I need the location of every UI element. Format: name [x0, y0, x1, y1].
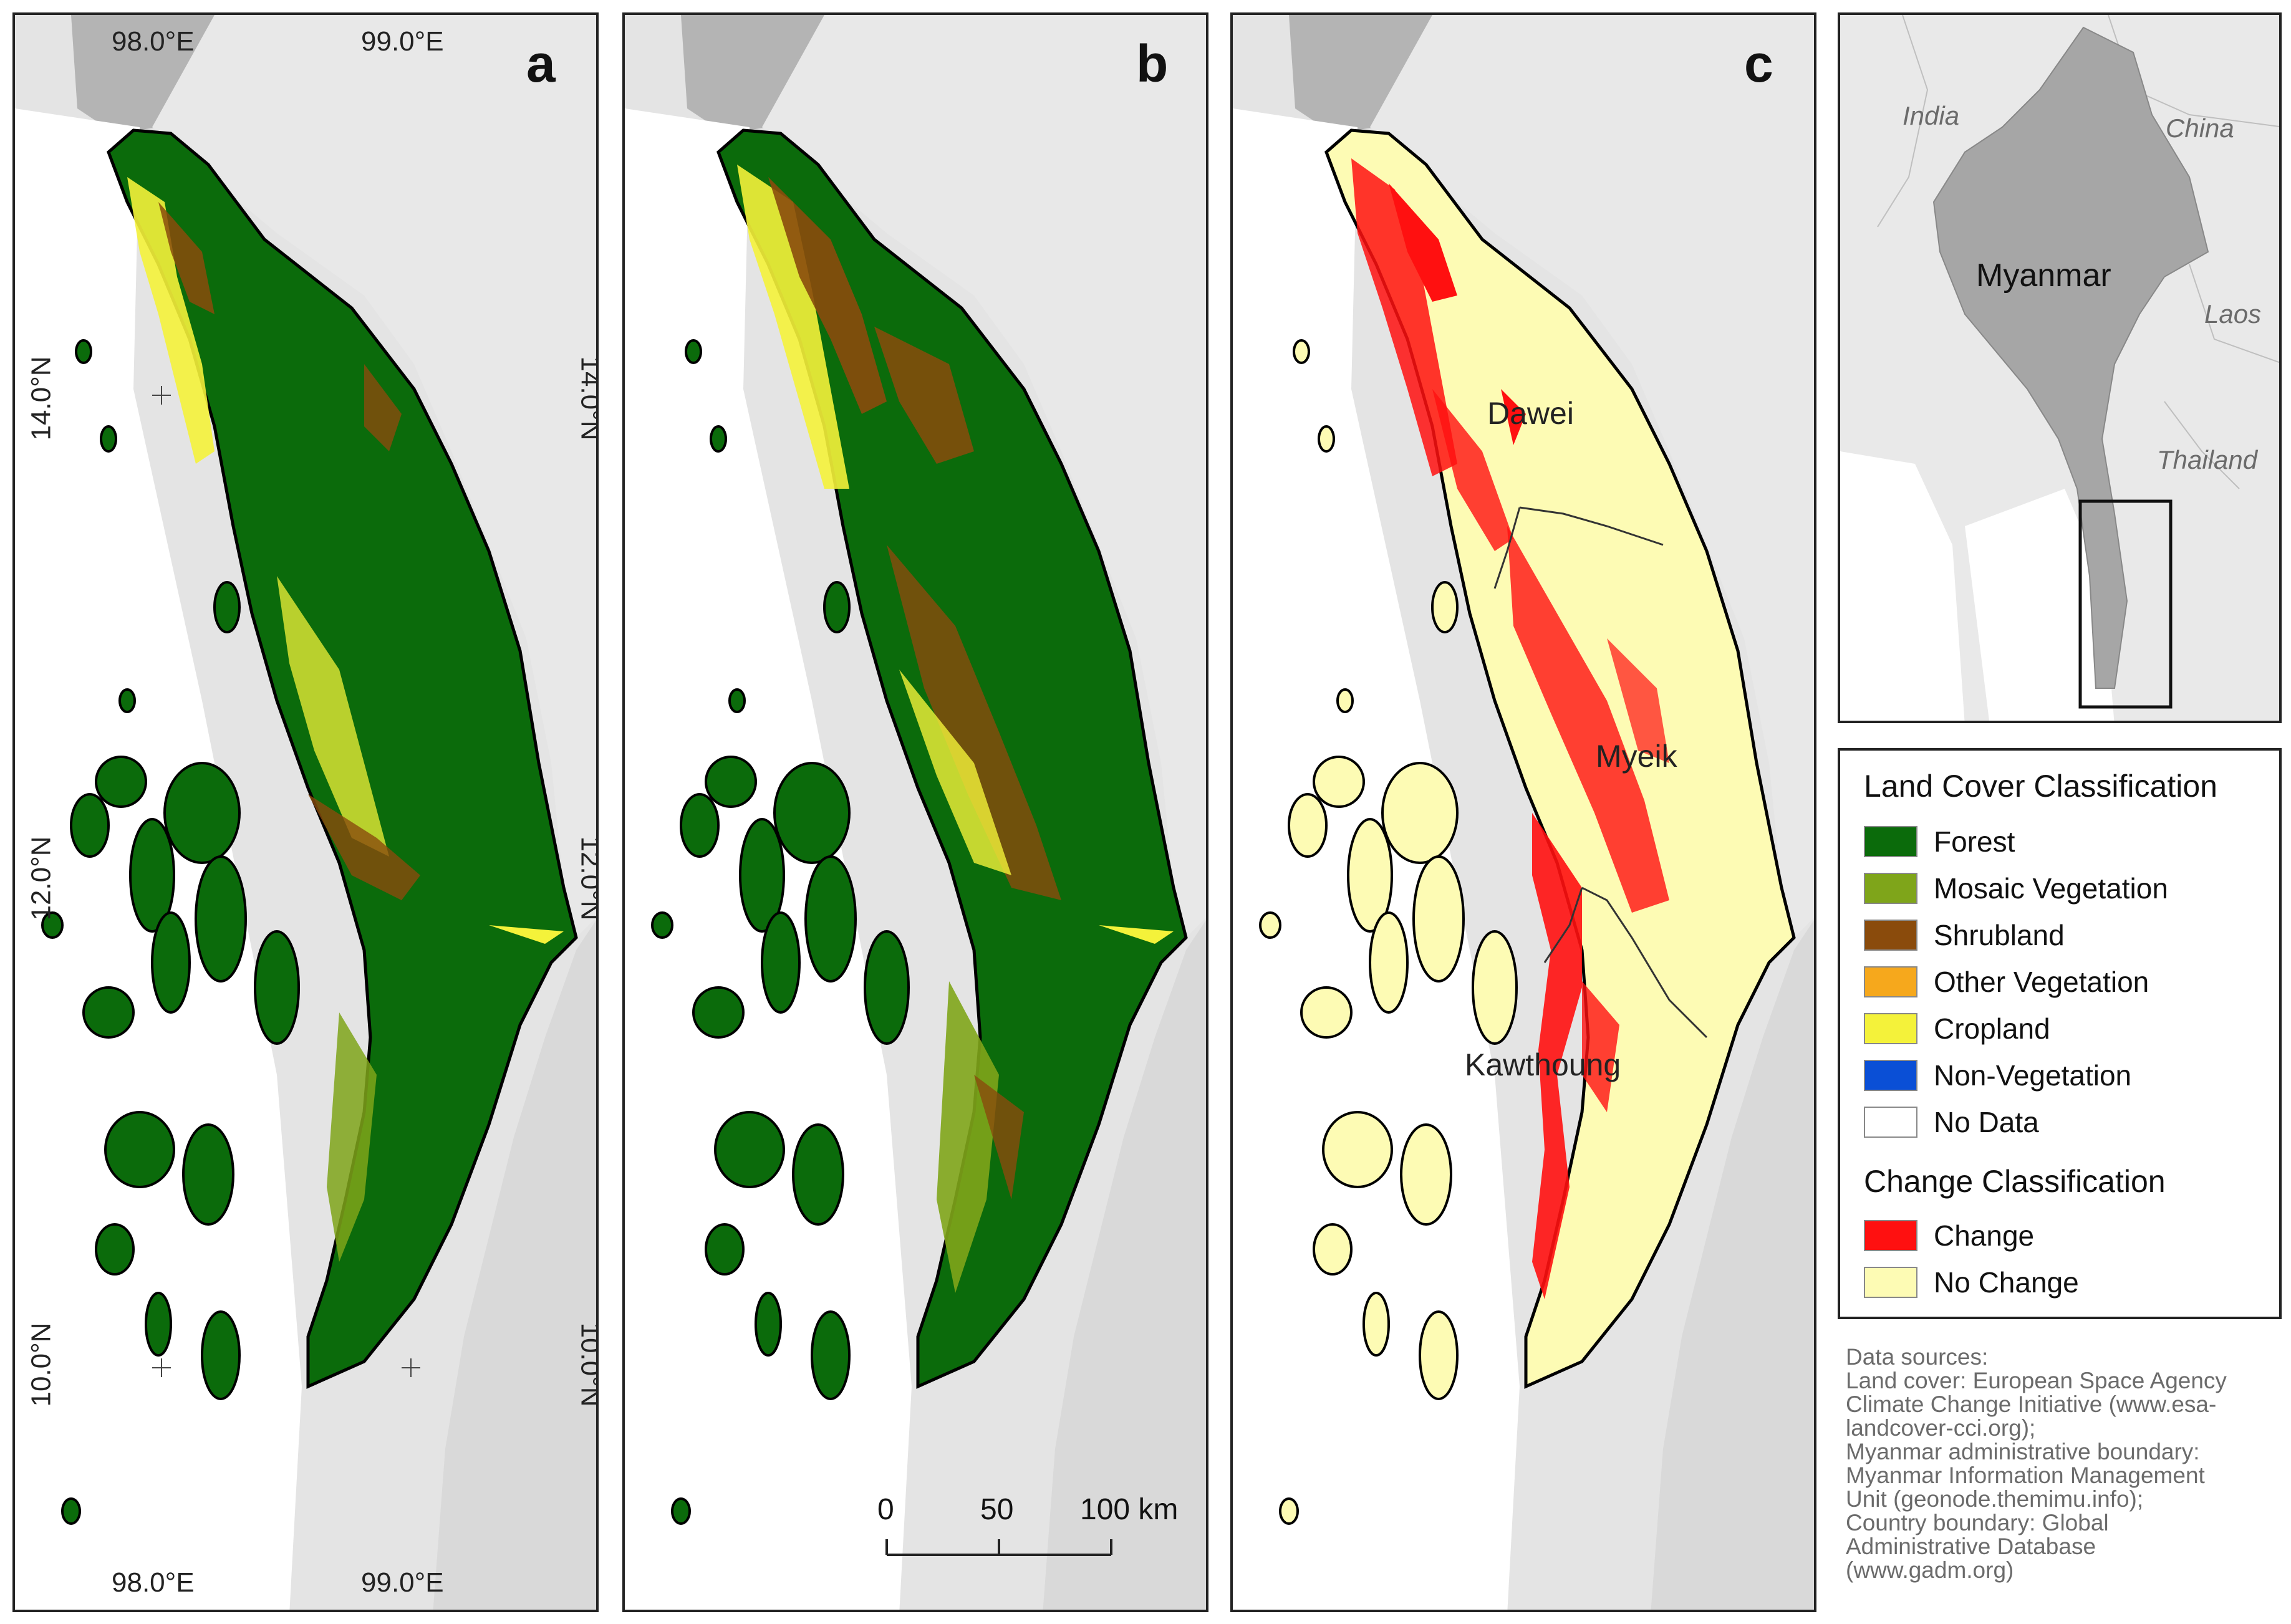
lat-label-14-right: 14.0°N [575, 356, 599, 441]
map-panel-c: c Dawei Myeik Kawthoung [1230, 12, 1816, 1612]
town-label-dawei: Dawei [1487, 396, 1574, 431]
data-sources-note: Data sources: Land cover: European Space… [1846, 1345, 2282, 1582]
inset-label-thailand: Thailand [2157, 445, 2258, 474]
lon-label-99-top: 99.0°E [361, 26, 444, 57]
change-legend-label: Change [1934, 1219, 2035, 1252]
town-label-myeik: Myeik [1596, 739, 1677, 774]
lat-label-10-right: 10.0°N [575, 1322, 599, 1407]
scale-tick-0: 0 [877, 1493, 894, 1526]
lon-label-98-bottom: 98.0°E [112, 1567, 195, 1598]
lat-label-14-left: 14.0°N [26, 356, 57, 441]
map-panel-b: b 0 50 100 km [622, 12, 1208, 1612]
sources-country-boundary: Country boundary: Global Administrative … [1846, 1510, 2109, 1583]
land-cover-legend-item: No Data [1864, 1105, 2039, 1140]
land-cover-legend-item: Other Vegetation [1864, 964, 2149, 999]
land-cover-legend-item: Mosaic Vegetation [1864, 871, 2168, 906]
scale-tick-50: 50 [980, 1493, 1014, 1526]
lon-label-99-bottom: 99.0°E [361, 1567, 444, 1598]
scale-bar [885, 1539, 1112, 1556]
sources-heading: Data sources: [1846, 1344, 1989, 1370]
lat-label-12-right: 12.0°N [575, 836, 599, 921]
land-cover-legend-swatch [1864, 920, 1917, 951]
sources-land-cover: Land cover: European Space Agency Climat… [1846, 1368, 2227, 1441]
legend-land-cover-title: Land Cover Classification [1864, 769, 2217, 804]
inset-label-laos: Laos [2204, 299, 2262, 329]
land-cover-legend-label: No Data [1934, 1106, 2039, 1138]
scale-tick-100: 100 km [1080, 1493, 1179, 1526]
land-cover-legend-item: Forest [1864, 824, 2015, 859]
land-cover-legend-swatch [1864, 826, 1917, 857]
inset-label-myanmar: Myanmar [1976, 257, 2111, 294]
land-cover-legend-swatch [1864, 1060, 1917, 1091]
inset-map: India China Myanmar Laos Thailand [1838, 12, 2282, 723]
land-cover-legend-item: Cropland [1864, 1011, 2050, 1046]
study-area-box [2078, 499, 2173, 709]
inset-label-china: China [2166, 113, 2234, 143]
land-cover-legend-swatch [1864, 873, 1917, 904]
land-cover-legend-label: Mosaic Vegetation [1934, 872, 2168, 905]
land-cover-legend-item: Shrubland [1864, 918, 2065, 953]
land-cover-legend-label: Cropland [1934, 1012, 2050, 1045]
panel-letter-a: a [526, 34, 556, 93]
legend-change-title: Change Classification [1864, 1164, 2166, 1199]
lat-label-10-left: 10.0°N [26, 1322, 57, 1407]
map-c-graphic [1233, 15, 1814, 1610]
land-cover-legend-swatch [1864, 1013, 1917, 1044]
land-cover-legend-label: Non-Vegetation [1934, 1059, 2132, 1092]
inset-label-india: India [1903, 101, 1960, 130]
change-legend-swatch [1864, 1267, 1917, 1298]
land-cover-legend-label: Shrubland [1934, 919, 2065, 951]
inset-map-graphic [1840, 15, 2279, 721]
change-legend-item: Change [1864, 1218, 2034, 1253]
change-legend-swatch [1864, 1220, 1917, 1251]
land-cover-legend-label: Forest [1934, 825, 2015, 858]
land-cover-legend-swatch [1864, 966, 1917, 997]
panel-letter-c: c [1744, 34, 1773, 93]
land-cover-legend-label: Other Vegetation [1934, 966, 2149, 998]
town-label-kawthoung: Kawthoung [1465, 1047, 1621, 1082]
change-legend-item: No Change [1864, 1265, 2079, 1300]
map-a-graphic [15, 15, 596, 1610]
land-cover-legend-item: Non-Vegetation [1864, 1058, 2131, 1093]
map-panel-a: a 98.0°E 99.0°E 98.0°E 99.0°E 14.0°N 12.… [12, 12, 599, 1612]
lon-label-98-top: 98.0°E [112, 26, 195, 57]
sources-admin-boundary: Myanmar administrative boundary: Myanmar… [1846, 1439, 2205, 1512]
change-legend-label: No Change [1934, 1266, 2079, 1299]
map-legend: Land Cover Classification Forest Mosaic V… [1838, 748, 2282, 1319]
panel-letter-b: b [1136, 34, 1169, 93]
map-b-graphic [625, 15, 1206, 1610]
land-cover-legend-swatch [1864, 1107, 1917, 1138]
lat-label-12-left: 12.0°N [26, 836, 57, 921]
